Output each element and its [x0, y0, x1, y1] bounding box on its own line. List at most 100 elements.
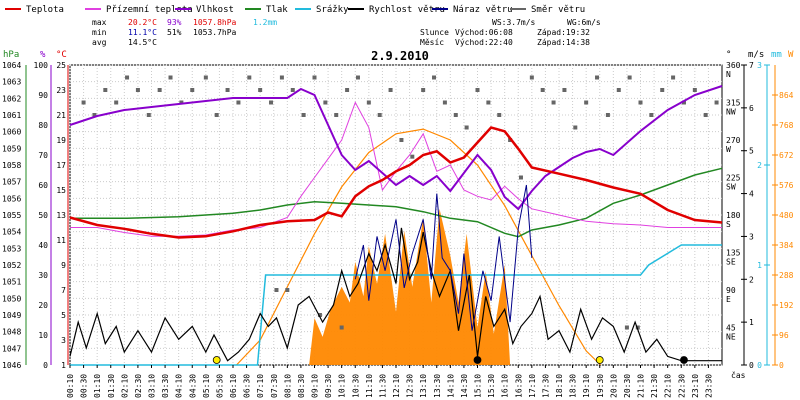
tick-label-ms: 3 [749, 232, 754, 241]
tick-label-w: 576 [779, 181, 794, 190]
wind-direction-point [317, 313, 322, 317]
wind-direction-point [190, 88, 195, 92]
wind-direction-point [323, 100, 328, 105]
x-tick-label: 06:30 [243, 374, 252, 398]
wind-direction-point [464, 125, 469, 130]
tick-label-percent: 0 [43, 361, 48, 370]
stat-max-temp: 20.2°C [128, 18, 157, 27]
tick-label-w: 672 [779, 151, 794, 160]
x-tick-label-group: 15:10 [474, 374, 483, 398]
wind-direction-point [290, 88, 295, 92]
x-tick-label: 16:30 [514, 374, 523, 398]
x-tick-label: 07:30 [270, 374, 279, 398]
tick-label-direction: 90 [726, 286, 736, 295]
tick-label-celsius: 25 [56, 61, 66, 70]
wind-direction-point [475, 88, 480, 92]
tick-label-hpa: 1064 [2, 61, 21, 70]
x-tick-label-group: 07:30 [270, 374, 279, 398]
x-tick-label: 09:10 [311, 374, 320, 398]
series-pressure [70, 167, 723, 238]
x-tick-label-group: 01:10 [93, 374, 102, 398]
x-tick-label-group: 00:30 [80, 374, 89, 398]
tick-label-percent: 30 [38, 271, 48, 280]
x-tick-label: 09:30 [324, 374, 333, 398]
tick-label-celsius: 11 [56, 236, 66, 245]
x-tick-label-group: 06:30 [243, 374, 252, 398]
x-tick-label: 10:30 [351, 374, 360, 398]
legend-label: Směr větru [531, 5, 585, 15]
x-tick-label-group: 02:10 [120, 374, 129, 398]
x-tick-label-group: 18:10 [555, 374, 564, 398]
x-tick-label: 23:10 [691, 374, 700, 398]
x-tick-label: 04:30 [188, 374, 197, 398]
wind-direction-point [157, 88, 162, 92]
x-tick-label-group: 11:10 [365, 374, 374, 398]
x-tick-label: 22:10 [664, 374, 673, 398]
moonset-marker [473, 356, 482, 364]
chart-header: Teplota Přízemní teplota Vlhkost Tlak Srážky… [5, 5, 601, 47]
tick-label-hpa: 1054 [2, 228, 21, 237]
wind-direction-point [225, 88, 230, 92]
tick-label-hpa: 1056 [2, 194, 21, 203]
wind-direction-point [135, 88, 140, 92]
wind-direction-point [114, 100, 119, 105]
legend-label: Tlak [266, 5, 288, 15]
tick-label-ms: 2 [749, 275, 754, 284]
x-tick-label-group: 12:10 [392, 374, 401, 398]
x-tick-label-group: 13:10 [419, 374, 428, 398]
wind-direction-point [399, 138, 404, 142]
tick-label-hpa: 1057 [2, 178, 21, 187]
x-tick-label: 12:30 [406, 374, 415, 398]
legend-label: Vlhkost [196, 5, 234, 15]
chart-title-group: 2.9.2010 [371, 49, 429, 63]
tick-label-celsius: 21 [56, 111, 66, 120]
stat-max-press: 1057.8hPa [193, 18, 237, 27]
tick-label-direction: 360 [726, 61, 741, 70]
x-tick-label-group: 01:30 [107, 374, 116, 398]
x-tick-label-group: 11:30 [378, 374, 387, 398]
tick-label-w: 192 [779, 301, 794, 310]
wind-direction-point [146, 113, 151, 117]
tick-label-hpa: 1051 [2, 278, 21, 287]
wind-speed-info: WS:3.7m/s [492, 18, 536, 27]
sun-label: Slunce [420, 28, 449, 37]
stat-avg-temp: 14.5°C [128, 38, 157, 47]
legend-label: Přízemní teplota [106, 5, 193, 15]
wind-direction-point [518, 175, 523, 180]
x-tick-label: 00:30 [80, 374, 89, 398]
tick-label-w: 480 [779, 211, 794, 220]
x-tick-label-group: 03:30 [161, 374, 170, 398]
x-tick-label-group: 07:10 [256, 374, 265, 398]
tick-label-hpa: 1059 [2, 144, 21, 153]
x-tick-label: 23:30 [704, 374, 713, 398]
wind-direction-point [605, 113, 610, 117]
wind-gust-info: WG:6m/s [567, 18, 601, 27]
tick-label-hpa: 1061 [2, 111, 21, 120]
x-tick-label: 22:30 [677, 374, 686, 398]
x-tick-label-group: 14:10 [446, 374, 455, 398]
tick-label-direction: 270 [726, 136, 741, 145]
x-tick-label: 05:30 [215, 374, 224, 398]
stat-min-label: min [92, 28, 107, 37]
series-ground-temperature [70, 101, 722, 237]
axis-title-mm: mm [771, 50, 782, 60]
tick-label-percent: 90 [38, 91, 48, 100]
tick-label-percent: 20 [38, 301, 48, 310]
wind-direction-point [388, 88, 393, 92]
x-tick-label: 17:10 [528, 374, 537, 398]
sunrise-time: Východ:06:08 [455, 28, 513, 37]
wind-direction-point [638, 100, 643, 105]
stat-min-hum: 51% [167, 28, 182, 37]
tick-label-ms: 5 [749, 147, 754, 156]
axis-title-w: W [788, 50, 794, 60]
tick-label-ms: 6 [749, 104, 754, 113]
wind-direction-point [355, 75, 360, 80]
tick-label-direction: 180 [726, 211, 741, 220]
x-tick-label-group: 23:30 [704, 374, 713, 398]
tick-label-celsius: 15 [56, 186, 66, 195]
x-tick-label-group: 16:10 [501, 374, 510, 398]
wind-direction-point [421, 88, 426, 92]
x-tick-label: 20:10 [609, 374, 618, 398]
x-tick-label-group: 19:30 [596, 374, 605, 398]
wind-direction-point [624, 325, 629, 330]
